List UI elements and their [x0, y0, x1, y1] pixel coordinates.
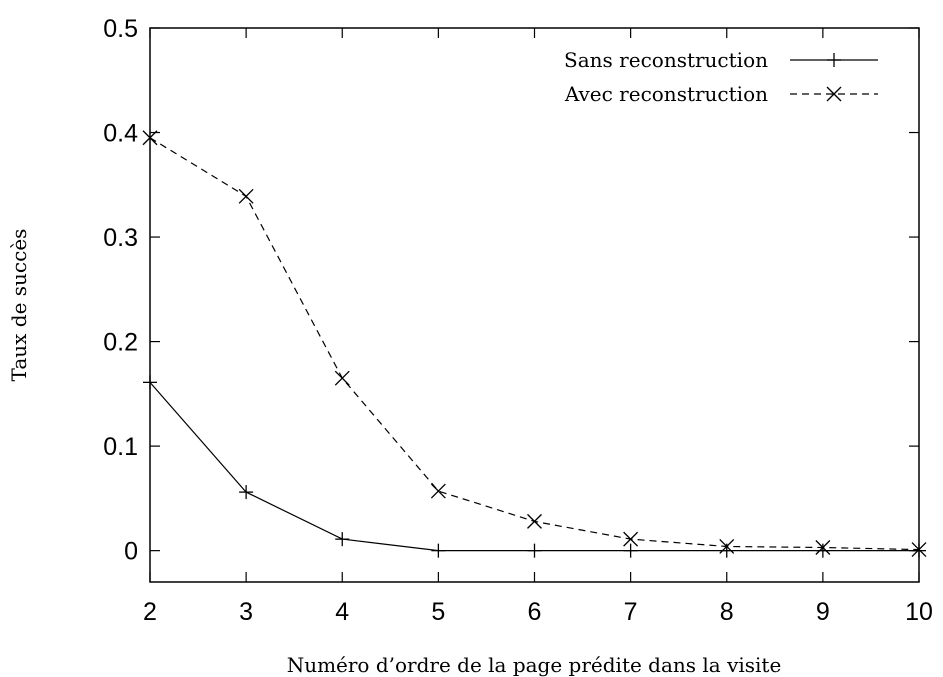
y-tick-label: 0.4 [103, 120, 138, 148]
x-tick-label: 10 [905, 598, 933, 626]
x-tick-label: 4 [335, 598, 349, 626]
legend-marker [826, 86, 842, 102]
data-point [334, 370, 350, 386]
x-tick-label: 6 [528, 598, 542, 626]
series-1 [143, 375, 926, 558]
x-axis-title: Numéro d’ordre de la page prédite dans l… [287, 653, 782, 677]
y-tick-label: 0 [124, 538, 138, 566]
data-point [911, 542, 927, 558]
x-tick-label: 2 [143, 598, 157, 626]
data-point [623, 543, 638, 558]
y-tick-label: 0.5 [103, 15, 138, 43]
y-tick-label: 0.1 [103, 433, 138, 461]
data-point [431, 543, 446, 558]
legend-entry: Sans reconstruction [564, 48, 878, 72]
y-tick-label: 0.3 [103, 224, 138, 252]
data-point [527, 543, 542, 558]
legend-marker [827, 53, 841, 67]
data-point [912, 543, 926, 558]
data-point [527, 513, 542, 529]
data-point [142, 130, 158, 146]
data-point [239, 485, 254, 500]
legend-entry: Avec reconstruction [564, 82, 878, 106]
x-tick-label: 3 [239, 598, 253, 626]
series-line [149, 382, 919, 552]
series-2 [142, 130, 927, 558]
data-point [815, 540, 831, 555]
x-tick-label: 9 [816, 598, 830, 626]
ticks-layer: 0 0.1 0.2 0.3 0.4 0.5 2 3 4 5 6 7 8 9 10 [103, 15, 933, 626]
plot-frame [149, 27, 920, 583]
legend: Sans reconstruction Avec reconstruction [564, 48, 878, 106]
x-tick-label: 5 [431, 598, 445, 626]
legend-label: Avec reconstruction [564, 82, 768, 106]
x-tick-label: 7 [624, 598, 638, 626]
data-point [719, 539, 735, 554]
series-layer [142, 130, 927, 558]
x-tick-label: 8 [720, 598, 734, 626]
data-point [238, 188, 254, 204]
data-point [143, 375, 157, 390]
data-point [430, 483, 446, 499]
data-point [335, 532, 350, 547]
data-point [815, 543, 830, 558]
legend-label: Sans reconstruction [564, 48, 768, 72]
data-point [623, 531, 639, 547]
y-axis-title: Taux de succès [7, 229, 31, 382]
series-line [149, 137, 920, 551]
y-tick-label: 0.2 [103, 329, 138, 357]
